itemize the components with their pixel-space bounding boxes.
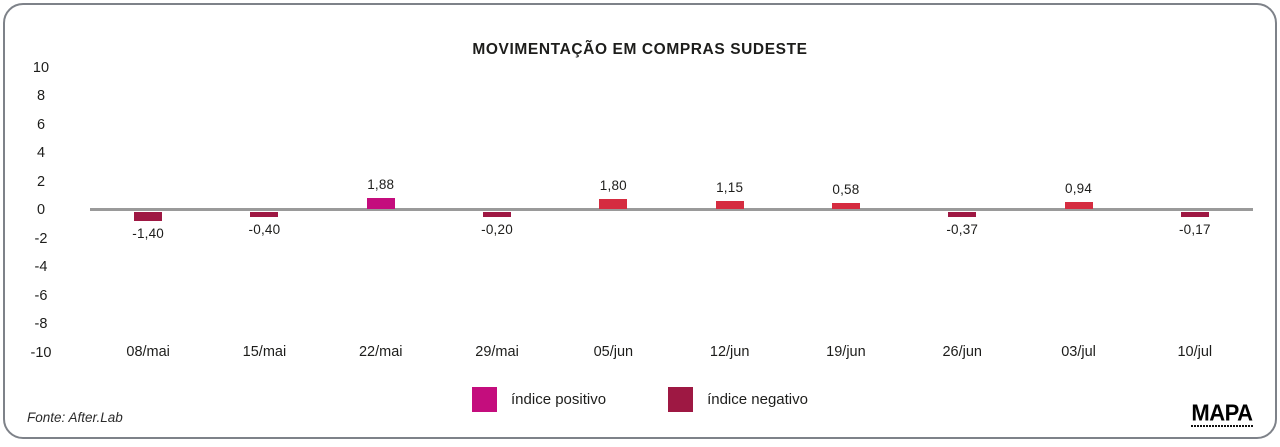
x-axis-tick-label: 08/mai	[126, 344, 170, 360]
y-axis-tick-label: -4	[34, 259, 48, 275]
bar-positive	[831, 203, 860, 209]
legend-item: índice positivo	[472, 387, 606, 412]
y-axis-tick-label: -8	[34, 316, 48, 332]
value-label: 1,15	[716, 180, 744, 195]
bar-positive	[366, 198, 395, 209]
value-label: 0,94	[1064, 181, 1093, 196]
chart-column: -1,40 08/mai	[90, 5, 206, 447]
x-axis-tick-label: 29/mai	[475, 344, 519, 360]
bar-positive	[1064, 202, 1093, 209]
legend-swatch-positive	[472, 387, 498, 412]
legend-label: índice negativo	[707, 391, 808, 408]
legend-swatch-negative	[668, 387, 694, 412]
x-axis-tick-label: 22/mai	[358, 344, 403, 360]
y-axis-tick-label: -10	[30, 344, 52, 361]
mapa-logo: MAPA	[1191, 399, 1253, 427]
x-axis-tick-label: 26/jun	[942, 344, 982, 360]
y-axis-tick-label: 2	[36, 173, 46, 190]
value-label: 0,58	[832, 182, 860, 197]
y-axis-tick-label: 8	[36, 88, 46, 104]
value-label: -0,17	[1178, 222, 1211, 237]
bar-positive	[715, 201, 744, 209]
value-label: -1,40	[132, 226, 165, 241]
chart-column: 1,80 05/jun	[555, 5, 671, 447]
chart-column: 0,58 19/jun	[788, 5, 904, 447]
x-axis-tick-label: 05/jun	[593, 344, 634, 360]
x-axis-tick-label: 10/jul	[1177, 344, 1213, 360]
y-axis-tick-label: 6	[36, 116, 46, 133]
bar-positive	[599, 199, 628, 209]
y-axis-tick-label: 10	[32, 59, 50, 76]
bar-negative	[483, 212, 512, 217]
y-axis-tick-label: 4	[36, 145, 46, 161]
x-axis-tick-label: 12/jun	[709, 344, 750, 360]
y-axis: 10 8 6 4 2 0 -2 -4 -6 -8 -10	[5, 5, 65, 437]
value-label: -0,20	[481, 222, 513, 237]
chart-column: 1,15 12/jun	[672, 5, 788, 447]
chart-column: -0,40 15/mai	[206, 5, 322, 447]
value-label: -0,40	[248, 222, 281, 237]
chart-title: MOVIMENTAÇÃO EM COMPRAS SUDESTE	[472, 41, 808, 58]
chart-column: -0,20 29/mai	[439, 5, 555, 447]
mapa-logo-word: MAPA	[1191, 399, 1253, 426]
bar-negative	[1180, 212, 1209, 217]
bar-negative	[250, 212, 279, 217]
x-axis-tick-label: 03/jul	[1061, 344, 1096, 360]
legend-item: índice negativo	[668, 387, 808, 412]
y-axis-tick-label: 0	[36, 202, 46, 218]
value-label: -0,37	[946, 222, 979, 237]
chart-card: MOVIMENTAÇÃO EM COMPRAS SUDESTE 10 8 6 4 2 0 -…	[3, 3, 1277, 439]
x-axis-tick-label: 19/jun	[826, 344, 866, 360]
x-axis-tick-label: 15/mai	[242, 344, 287, 360]
value-label: 1,88	[367, 177, 395, 192]
chart-column: -0,37 26/jun	[904, 5, 1020, 447]
legend-label: índice positivo	[511, 391, 607, 408]
y-axis-tick-label: -2	[34, 230, 48, 247]
plot-area: -1,40 08/mai -0,40 15/mai 1,88 22/mai -0,20 29/…	[90, 5, 1253, 447]
bar-negative	[948, 212, 977, 217]
source-note: Fonte: After.Lab	[27, 410, 123, 425]
mapa-logo-tagline	[1191, 425, 1253, 427]
legend: índice positivo índice negativo	[5, 387, 1275, 412]
bar-negative	[134, 212, 163, 221]
chart-column: 1,88 22/mai	[323, 5, 439, 447]
chart-column: -0,17 10/jul	[1137, 5, 1253, 447]
zero-baseline	[90, 208, 1253, 211]
y-axis-tick-label: -6	[34, 287, 48, 304]
value-label: 1,80	[599, 178, 627, 193]
chart-column: 0,94 03/jul	[1020, 5, 1136, 447]
